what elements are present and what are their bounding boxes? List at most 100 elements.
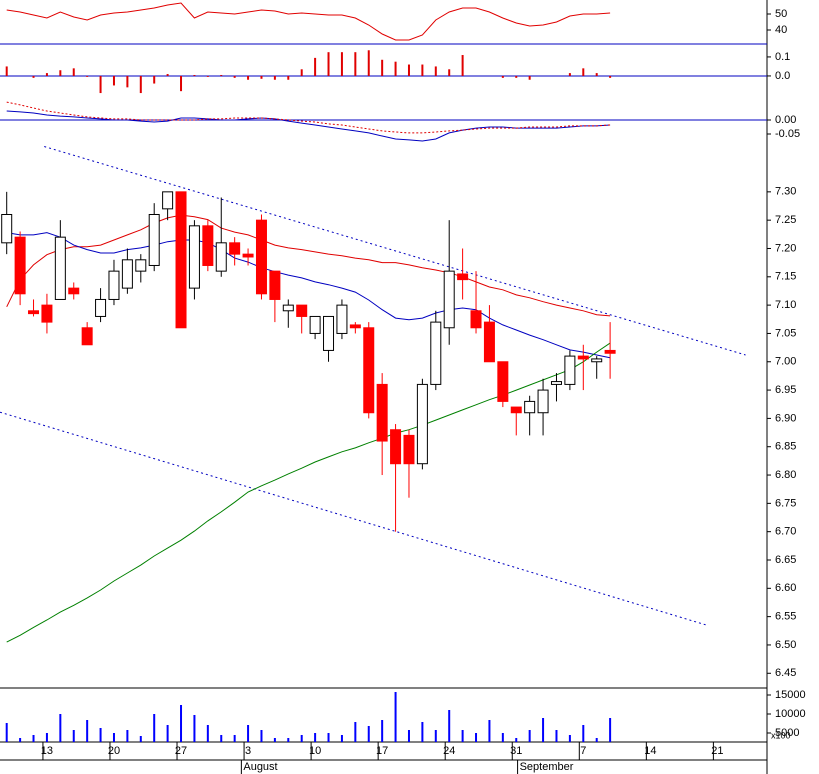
bar: [59, 714, 62, 742]
bar: [354, 52, 357, 76]
bar: [488, 720, 491, 742]
bar: [45, 733, 48, 742]
candle-body: [188, 225, 200, 289]
bar: [139, 735, 142, 742]
bar: [394, 692, 397, 742]
bar: [354, 721, 357, 742]
bar: [300, 735, 303, 742]
candle-body: [41, 304, 53, 323]
bar: [233, 75, 236, 78]
bar: [193, 74, 196, 76]
bar: [112, 75, 115, 86]
candle-body: [416, 383, 428, 465]
bar: [273, 738, 276, 742]
bar: [394, 61, 397, 76]
bar: [381, 720, 384, 742]
candle-body: [242, 253, 254, 258]
bar: [193, 715, 196, 742]
y-tick-label: 6.45: [775, 667, 796, 679]
y-tick-label: 7.10: [775, 299, 796, 311]
bar: [126, 730, 129, 742]
candle-body: [323, 315, 335, 351]
y-tick-label: 6.90: [775, 412, 796, 424]
bar: [501, 733, 504, 742]
x-tick-label: 7: [580, 745, 586, 757]
bar: [475, 733, 478, 742]
y-tick-label: 6.95: [775, 384, 796, 396]
candle-body: [524, 400, 536, 414]
bar: [407, 64, 410, 76]
bar: [381, 59, 384, 76]
candle-body: [309, 315, 321, 334]
candle-body: [376, 383, 388, 442]
bar: [59, 70, 62, 76]
bar: [515, 738, 518, 742]
series-line: [6, 214, 611, 317]
bar: [421, 721, 424, 742]
bar: [247, 725, 250, 742]
bar: [99, 728, 102, 742]
bar: [461, 730, 464, 742]
month-label: September: [520, 761, 574, 773]
candle-body: [577, 355, 589, 360]
candle-body: [390, 429, 402, 465]
bar: [233, 735, 236, 742]
x-tick-label: 20: [108, 745, 120, 757]
bar: [153, 714, 156, 742]
bar: [582, 68, 585, 76]
bar: [220, 735, 223, 742]
y-tick-label: 7.30: [775, 186, 796, 198]
candle-body: [363, 327, 375, 414]
candle-body: [591, 358, 603, 363]
bar: [139, 75, 142, 94]
bar: [153, 75, 156, 84]
x-tick-label: 21: [711, 745, 723, 757]
bar: [126, 75, 129, 88]
bar: [327, 733, 330, 742]
bar: [528, 75, 531, 80]
candle-body: [470, 310, 482, 329]
candle-body: [135, 259, 147, 272]
bar: [99, 75, 102, 94]
bar: [19, 738, 22, 742]
y-tick-label: 6.75: [775, 497, 796, 509]
bar: [72, 68, 75, 76]
bar: [448, 69, 451, 76]
bar: [609, 718, 612, 742]
candle-body: [162, 191, 174, 210]
candle-body: [457, 273, 469, 281]
x-tick-label: 17: [376, 745, 388, 757]
candle-body: [215, 242, 227, 272]
candle-body: [81, 327, 93, 346]
bar: [515, 75, 518, 78]
x-tick-label: 10: [309, 745, 321, 757]
candle-body: [537, 389, 549, 414]
y-tick-label: 10000: [775, 708, 806, 720]
bar: [260, 75, 263, 79]
y-tick-label: 6.80: [775, 469, 796, 481]
trend-line: [0, 411, 707, 626]
x-tick-label: 24: [443, 745, 455, 757]
bar: [595, 738, 598, 742]
candle-body: [550, 381, 562, 385]
bar: [555, 730, 558, 742]
candle-body: [28, 310, 40, 315]
bar: [595, 73, 598, 76]
bar: [260, 730, 263, 742]
bar: [407, 730, 410, 742]
bar: [609, 75, 612, 78]
candle-body: [202, 225, 214, 266]
bar: [434, 730, 437, 742]
x-tick-label: 27: [175, 745, 187, 757]
series-line: [6, 110, 611, 142]
candle-body: [95, 298, 107, 317]
candle-body: [282, 304, 294, 312]
y-unit-label: x100: [771, 730, 791, 740]
x-tick-label: 13: [41, 745, 53, 757]
bar: [314, 733, 317, 742]
bar: [180, 75, 183, 92]
candle-body: [483, 321, 495, 363]
bar: [568, 73, 571, 76]
y-tick-label: -0.05: [775, 128, 800, 140]
